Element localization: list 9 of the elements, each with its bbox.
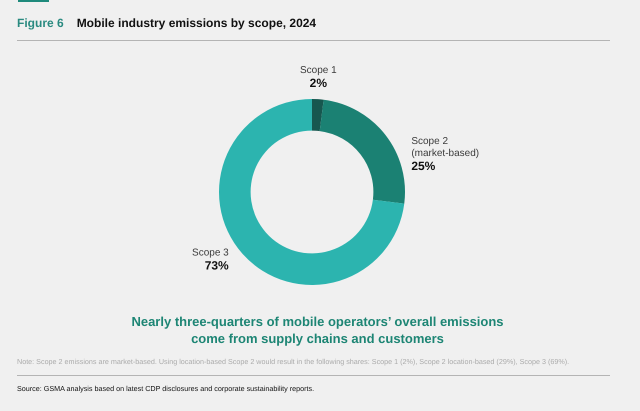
slice-label: Scope 1: [300, 64, 338, 76]
data-label: 2%: [310, 76, 328, 90]
caption: Figure 6: [17, 16, 64, 30]
text: Nearly three-quarters of mobile operators’ overall emissions come from supply chains and customers: [130, 313, 505, 347]
data-label: 73%: [204, 258, 230, 272]
slice-label: Scope 2 (market-based): [411, 136, 480, 160]
slice-label: Scope 3: [192, 247, 230, 258]
data-label: 25%: [411, 159, 436, 174]
chart-title: Mobile industry emissions by scope, 2024: [76, 16, 316, 30]
